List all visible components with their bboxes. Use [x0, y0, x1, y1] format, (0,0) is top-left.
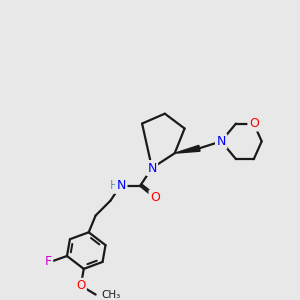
Text: H: H [110, 179, 119, 192]
Text: CH₃: CH₃ [102, 290, 121, 300]
Text: N: N [147, 161, 157, 175]
Text: O: O [76, 279, 86, 292]
Text: O: O [249, 117, 259, 130]
Text: N: N [117, 179, 126, 192]
Polygon shape [175, 146, 200, 153]
Text: N: N [217, 135, 226, 148]
Text: O: O [150, 191, 160, 204]
Text: F: F [45, 255, 52, 268]
